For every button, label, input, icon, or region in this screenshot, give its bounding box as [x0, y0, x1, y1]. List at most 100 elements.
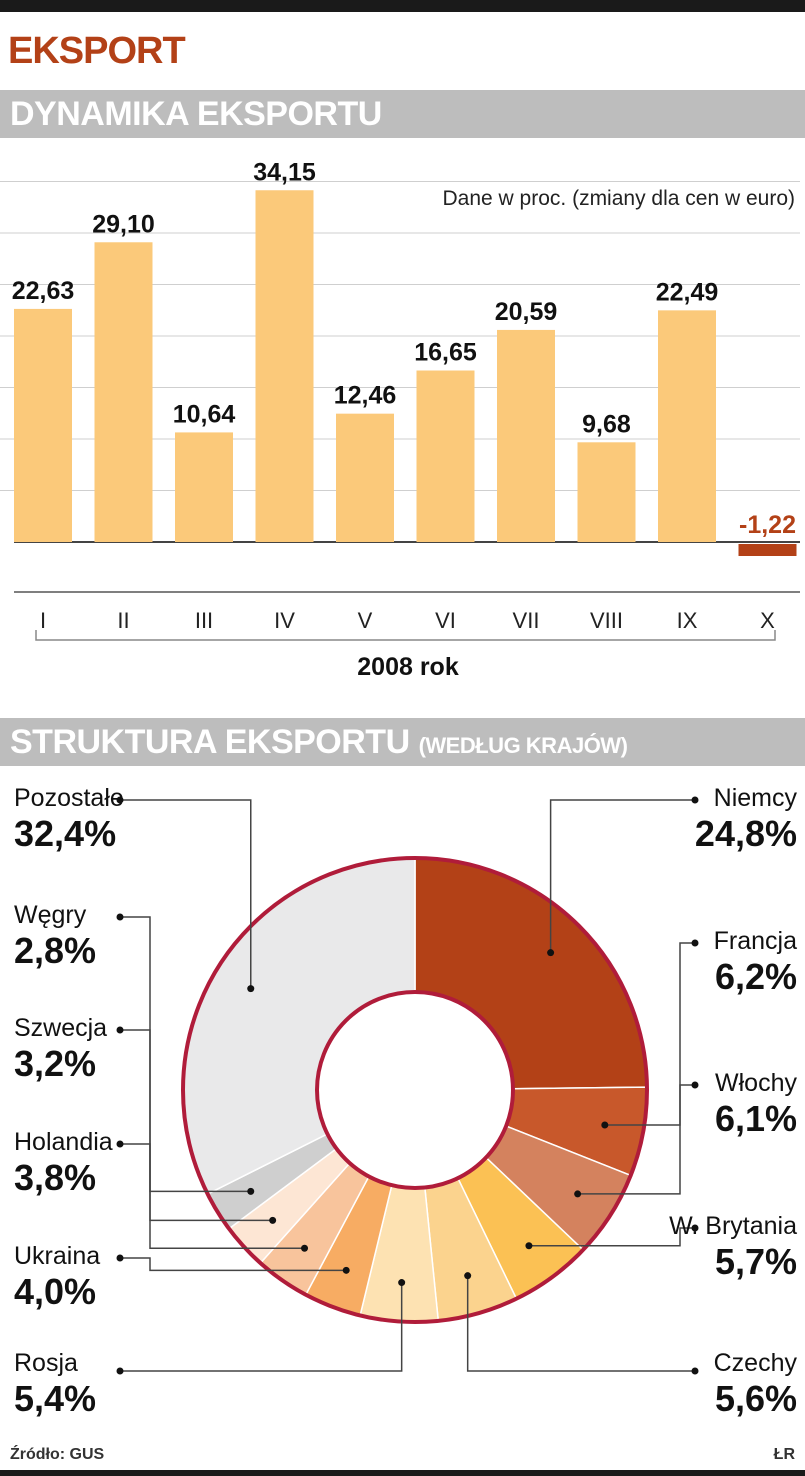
x-tick-label: X [760, 608, 775, 633]
leader-line [120, 916, 251, 1193]
leader-line [549, 799, 695, 953]
pie-section-band: STRUKTURA EKSPORTU (WEDŁUG KRAJÓW) [0, 718, 805, 766]
bar-VII [497, 329, 555, 542]
leader-dot [398, 1279, 406, 1287]
leader-line [577, 1084, 695, 1195]
x-tick-label: III [195, 608, 213, 633]
slice-name-label: Węgry [14, 901, 87, 929]
bar-value-label: 22,63 [12, 277, 75, 305]
leader-end-dot [116, 1254, 124, 1262]
leader-line [120, 1282, 403, 1372]
leader-end-dot [116, 1026, 124, 1034]
bar-value-label: 9,68 [582, 410, 631, 438]
x-tick-label: II [117, 608, 129, 633]
bar-value-label: 20,59 [495, 298, 558, 326]
slice-name-label: Niemcy [714, 784, 798, 812]
slice-name-label: Francja [714, 927, 797, 955]
slice-name-label: Ukraina [14, 1242, 100, 1270]
pie-section-subtitle: (WEDŁUG KRAJÓW) [418, 733, 628, 758]
slice-value-label: 6,2% [715, 956, 797, 997]
leader-dot [301, 1244, 309, 1252]
bar-VIII [577, 442, 636, 542]
x-tick-label: VII [513, 608, 540, 633]
x-tick-label: IX [677, 608, 698, 633]
x-tick-label: I [40, 608, 46, 633]
leader-dot [247, 985, 255, 993]
bar-VI [416, 370, 475, 542]
slice-name-label: W. Brytania [669, 1212, 797, 1240]
x-tick-label: V [358, 608, 373, 633]
bar-value-label: 12,46 [334, 382, 397, 410]
slice-name-label: Pozostałe [14, 784, 124, 812]
leader-dot [547, 949, 555, 957]
leader-end-dot [691, 1367, 699, 1375]
top-rule [0, 0, 805, 12]
slice-name-label: Holandia [14, 1128, 113, 1156]
slice-value-label: 2,8% [14, 930, 96, 971]
bar-I [14, 308, 72, 542]
bar-value-label: -1,22 [739, 511, 796, 539]
leader-end-dot [116, 796, 124, 804]
bar-value-label: 29,10 [92, 210, 155, 238]
slice-value-label: 24,8% [695, 813, 797, 854]
leader-end-dot [116, 1140, 124, 1148]
leader-dot [574, 1190, 582, 1198]
slice-value-label: 3,2% [14, 1043, 96, 1084]
leader-dot [525, 1242, 533, 1250]
pie-section-title: STRUKTURA EKSPORTU [10, 723, 410, 761]
bar-IX [658, 310, 716, 542]
bar-V [336, 413, 394, 542]
leader-end-dot [691, 939, 699, 947]
bar-value-label: 10,64 [173, 400, 236, 428]
slice-name-label: Włochy [715, 1069, 797, 1097]
leader-end-dot [116, 913, 124, 921]
pie-section-title-row: STRUKTURA EKSPORTU (WEDŁUG KRAJÓW) [10, 723, 628, 762]
source-note: Źródło: GUS [10, 1446, 105, 1463]
main-title: EKSPORT [8, 30, 186, 72]
slice-value-label: 5,6% [715, 1378, 797, 1419]
slice-name-label: Rosja [14, 1349, 78, 1377]
bar-value-label: 34,15 [253, 158, 316, 186]
leader-end-dot [691, 1224, 699, 1232]
bar-section-title: DYNAMIKA EKSPORTU [10, 95, 382, 133]
author-initials: ŁR [773, 1446, 795, 1463]
slice-value-label: 4,0% [14, 1271, 96, 1312]
slice-value-label: 32,4% [14, 813, 116, 854]
slice-value-label: 5,7% [715, 1241, 797, 1282]
x-tick-label: IV [274, 608, 295, 633]
slice-value-label: 5,4% [14, 1378, 96, 1419]
leader-dot [342, 1266, 350, 1274]
leader-line [466, 1275, 695, 1372]
slice-value-label: 6,1% [715, 1098, 797, 1139]
leader-end-dot [691, 796, 699, 804]
bar-III [175, 432, 233, 542]
leader-end-dot [116, 1367, 124, 1375]
leader-end-dot [691, 1081, 699, 1089]
bar-IV [255, 190, 314, 542]
bar-value-label: 22,49 [656, 278, 719, 306]
slice-name-label: Czechy [714, 1349, 798, 1377]
footer-rule [0, 1470, 805, 1476]
x-axis-bracket [35, 630, 776, 641]
bar-II [94, 242, 153, 542]
slice-name-label: Szwecja [14, 1014, 107, 1042]
slice-value-label: 3,8% [14, 1157, 96, 1198]
leader-line [528, 1227, 695, 1247]
chart-annotation: Dane w proc. (zmiany dla cen w euro) [443, 187, 795, 210]
x-tick-label: VIII [590, 608, 623, 633]
leader-dot [247, 1187, 255, 1195]
leader-dot [601, 1121, 609, 1129]
x-tick-label: VI [435, 608, 456, 633]
leader-line [120, 1257, 347, 1272]
donut-outer-ring [181, 856, 649, 1324]
leader-dot [269, 1216, 277, 1224]
bar-X [738, 544, 797, 556]
leader-line [604, 942, 695, 1126]
bar-value-label: 16,65 [414, 339, 477, 367]
bar-chart: Dane w proc. (zmiany dla cen w euro) 22,6… [0, 158, 800, 681]
bar-section-band: DYNAMIKA EKSPORTU [0, 90, 805, 138]
leader-line [120, 799, 252, 989]
x-axis-label: 2008 rok [357, 653, 459, 681]
